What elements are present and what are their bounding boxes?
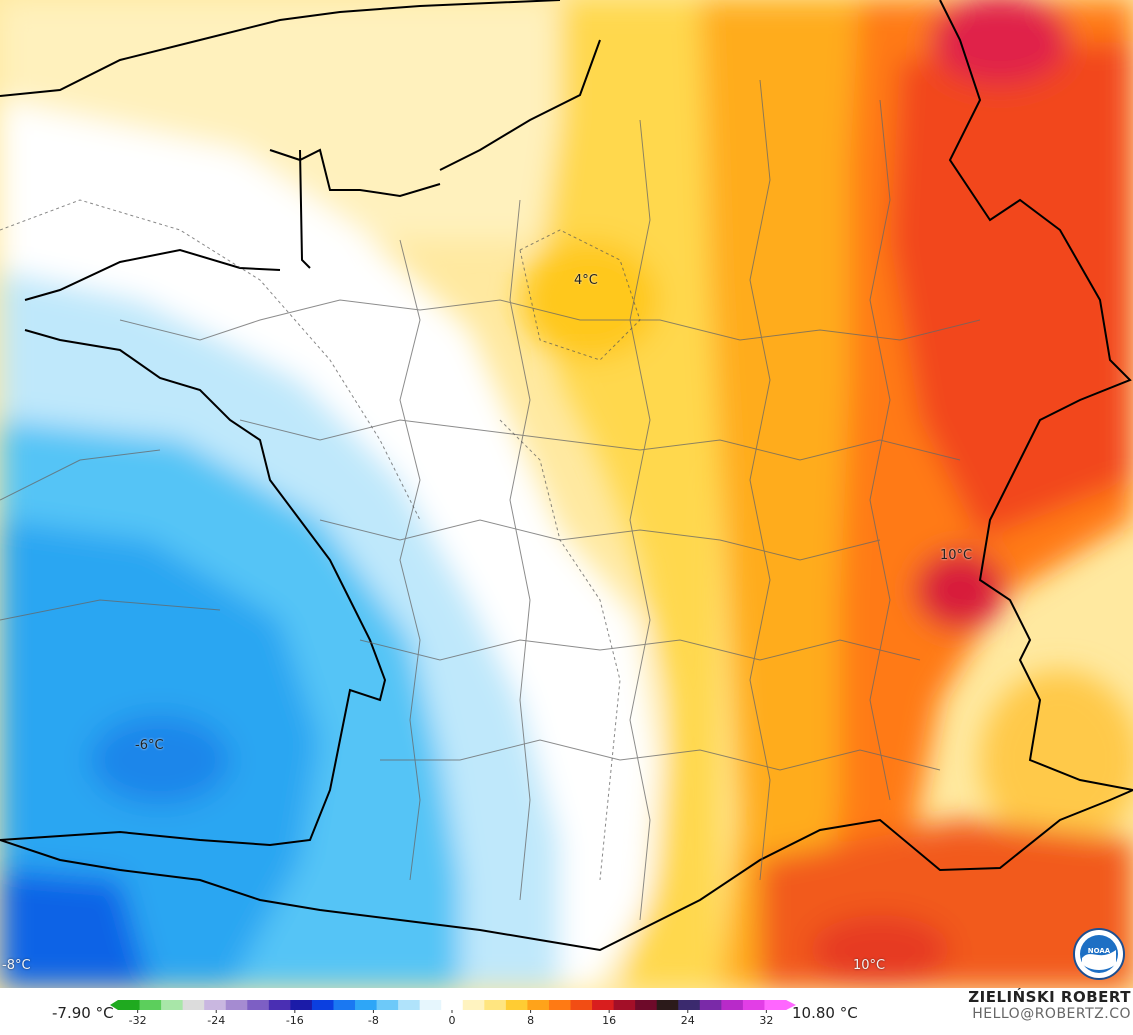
- legend-swatch: [204, 1000, 227, 1010]
- author-name: ZIELIŃSKI ROBERT: [968, 988, 1131, 1006]
- legend-swatch: [118, 1000, 141, 1010]
- coastline: [0, 0, 1133, 952]
- legend-swatch: [656, 1000, 679, 1010]
- legend-swatch: [398, 1000, 421, 1010]
- legend-swatch: [764, 1000, 787, 1010]
- legend-swatch: [635, 1000, 658, 1010]
- legend-swatch: [570, 1000, 593, 1010]
- legend-tick-label: 24: [681, 1014, 695, 1027]
- label-southeast-bottom: 10°C: [853, 958, 886, 973]
- label-paris-area: 4°C: [574, 273, 598, 288]
- department-borders: [0, 79, 981, 921]
- legend-swatch: [527, 1000, 550, 1010]
- label-southwest-corner: -8°C: [2, 958, 31, 973]
- legend-tick-label: 0: [449, 1014, 456, 1027]
- legend-swatch: [247, 1000, 270, 1010]
- author-email[interactable]: HELLO@ROBERTZ.CO: [972, 1006, 1131, 1022]
- legend-min-value: -7.90 °C: [52, 1004, 114, 1022]
- legend-swatch: [721, 1000, 744, 1010]
- label-alps: 10°C: [940, 548, 973, 563]
- legend-swatch: [268, 1000, 291, 1010]
- legend-swatch: [742, 1000, 765, 1010]
- legend-swatch: [548, 1000, 572, 1010]
- legend-swatch: [139, 1000, 162, 1010]
- legend-tick-label: -32: [129, 1014, 147, 1027]
- legend-tick-label: -8: [368, 1014, 379, 1027]
- legend-swatch: [613, 1000, 636, 1010]
- credits: ZIELIŃSKI ROBERT HELLO@ROBERTZ.CO: [968, 988, 1131, 1022]
- legend-tick-label: 16: [602, 1014, 616, 1027]
- legend-swatch: [484, 1000, 507, 1010]
- legend-tick-label: -24: [207, 1014, 225, 1027]
- legend-arrow-left: [110, 1000, 118, 1010]
- legend-swatch: [419, 1000, 442, 1010]
- legend-max-value: 10.80 °C: [792, 1004, 858, 1022]
- legend-footer: -7.90 °C -32 -24 -16 -8 0 8 16 24 32 10.80 °C ZI…: [0, 988, 1133, 1035]
- legend-swatch: [441, 1000, 464, 1010]
- border-east: [939, 0, 1133, 791]
- temperature-map: [0, 0, 1133, 988]
- svg-text:NOAA: NOAA: [1088, 947, 1111, 955]
- label-bay-of-biscay: -6°C: [135, 738, 164, 753]
- legend-swatch: [505, 1000, 528, 1010]
- legend-swatch: [355, 1000, 378, 1010]
- legend-swatch: [592, 1000, 615, 1010]
- legend-swatch: [333, 1000, 356, 1010]
- legend-swatch: [311, 1000, 334, 1010]
- legend-tick-label: 32: [759, 1014, 773, 1027]
- legend-arrow-right: [786, 1000, 796, 1010]
- noaa-logo-icon: NOAA: [1073, 928, 1125, 980]
- legend-tick-label: 8: [527, 1014, 534, 1027]
- legend-swatch: [462, 1000, 485, 1010]
- color-legend: -32 -24 -16 -8 0 8 16 24 32: [110, 1000, 796, 1027]
- legend-tick-label: -16: [286, 1014, 304, 1027]
- legend-swatch: [290, 1000, 313, 1010]
- legend-swatch: [182, 1000, 205, 1010]
- legend-swatch: [376, 1000, 399, 1010]
- legend-swatch: [678, 1000, 701, 1010]
- legend-swatch: [699, 1000, 722, 1010]
- legend-swatch: [225, 1000, 248, 1010]
- legend-swatch: [161, 1000, 184, 1010]
